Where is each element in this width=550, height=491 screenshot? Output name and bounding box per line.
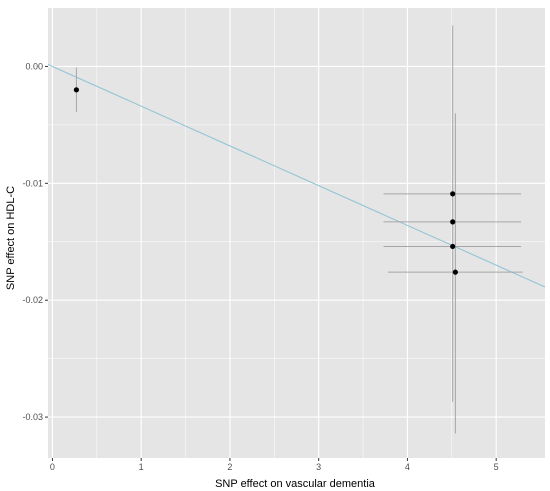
- x-tick-label: 4: [405, 462, 410, 472]
- data-point: [73, 87, 79, 93]
- y-tick-label: 0.00: [25, 61, 43, 71]
- x-tick-label: 2: [227, 462, 232, 472]
- x-tick-label: 3: [316, 462, 321, 472]
- data-point: [450, 191, 456, 197]
- y-tick-label: -0.02: [22, 295, 43, 305]
- x-axis-title: SNP effect on vascular dementia: [215, 478, 376, 490]
- y-axis-title: SNP effect on HDL-C: [5, 186, 17, 290]
- data-point: [452, 269, 458, 275]
- y-tick-label: -0.01: [22, 178, 43, 188]
- data-point: [450, 243, 456, 250]
- fit-line: [47, 63, 546, 288]
- plot-panel: [48, 8, 545, 458]
- x-tick-label: 1: [139, 462, 144, 472]
- x-tick-label: 5: [494, 462, 499, 472]
- y-tick-label: -0.03: [22, 412, 43, 422]
- x-tick-label: 0: [50, 462, 55, 472]
- data-point: [450, 219, 456, 225]
